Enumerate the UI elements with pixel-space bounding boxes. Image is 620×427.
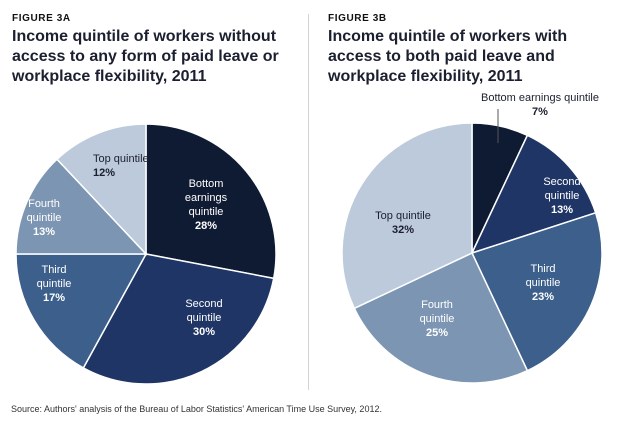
slice-label: Second quintile 30% — [185, 298, 222, 338]
panel-divider — [308, 14, 309, 390]
slice-value-label: 30% — [193, 326, 215, 338]
slice-value-label: 28% — [195, 220, 217, 232]
slice-label: Top quintile 32% — [375, 210, 431, 236]
figure-3b: FIGURE 3B Income quintile of workers wit… — [326, 0, 616, 390]
chart-title: Income quintile of workers without acces… — [12, 28, 279, 85]
pie-slice — [145, 123, 277, 280]
pie-slice — [353, 252, 529, 384]
source-note: Source: Authors' analysis of the Bureau … — [11, 404, 382, 414]
pie-slice — [341, 122, 473, 310]
pie-slice — [15, 253, 148, 369]
slice-label: Bottom earnings quintile 7% — [481, 92, 599, 118]
slice-label: Second quintile 13% — [543, 176, 580, 216]
figure-label: FIGURE 3B — [328, 13, 387, 24]
slice-value-label: 7% — [532, 106, 548, 118]
slice-value-label: 25% — [426, 327, 448, 339]
pie-slice — [82, 253, 275, 385]
slice-value-label: 32% — [392, 224, 414, 236]
slice-value-label: 17% — [43, 292, 65, 304]
slice-label: Fourth quintile 13% — [27, 198, 62, 238]
pie-chart-3b: Bottom earnings quintile 7% Second quintile… — [341, 92, 603, 384]
slice-label: Fourth quintile 25% — [420, 299, 455, 339]
pie-chart-3a: Bottom earnings quintile 28% Second quintile 3… — [15, 123, 277, 385]
pie-slice — [470, 134, 597, 255]
slice-value-label: 23% — [532, 291, 554, 303]
slice-label: Third quintile 23% — [526, 263, 561, 303]
slice-label: Third quintile 17% — [37, 264, 72, 304]
slice-value-label: 13% — [551, 204, 573, 216]
slice-label: Top quintile 12% — [93, 153, 149, 179]
pie-slice — [55, 123, 147, 256]
figure-label: FIGURE 3A — [12, 13, 71, 24]
figure-3a: FIGURE 3A Income quintile of workers wit… — [10, 0, 302, 390]
slice-label: Bottom earnings quintile 28% — [185, 178, 228, 232]
pie-slice — [15, 158, 148, 255]
chart-title: Income quintile of workers with access t… — [328, 28, 568, 85]
slice-value-label: 13% — [33, 226, 55, 238]
pie-slice — [470, 211, 603, 372]
slice-value-label: 12% — [93, 167, 115, 179]
